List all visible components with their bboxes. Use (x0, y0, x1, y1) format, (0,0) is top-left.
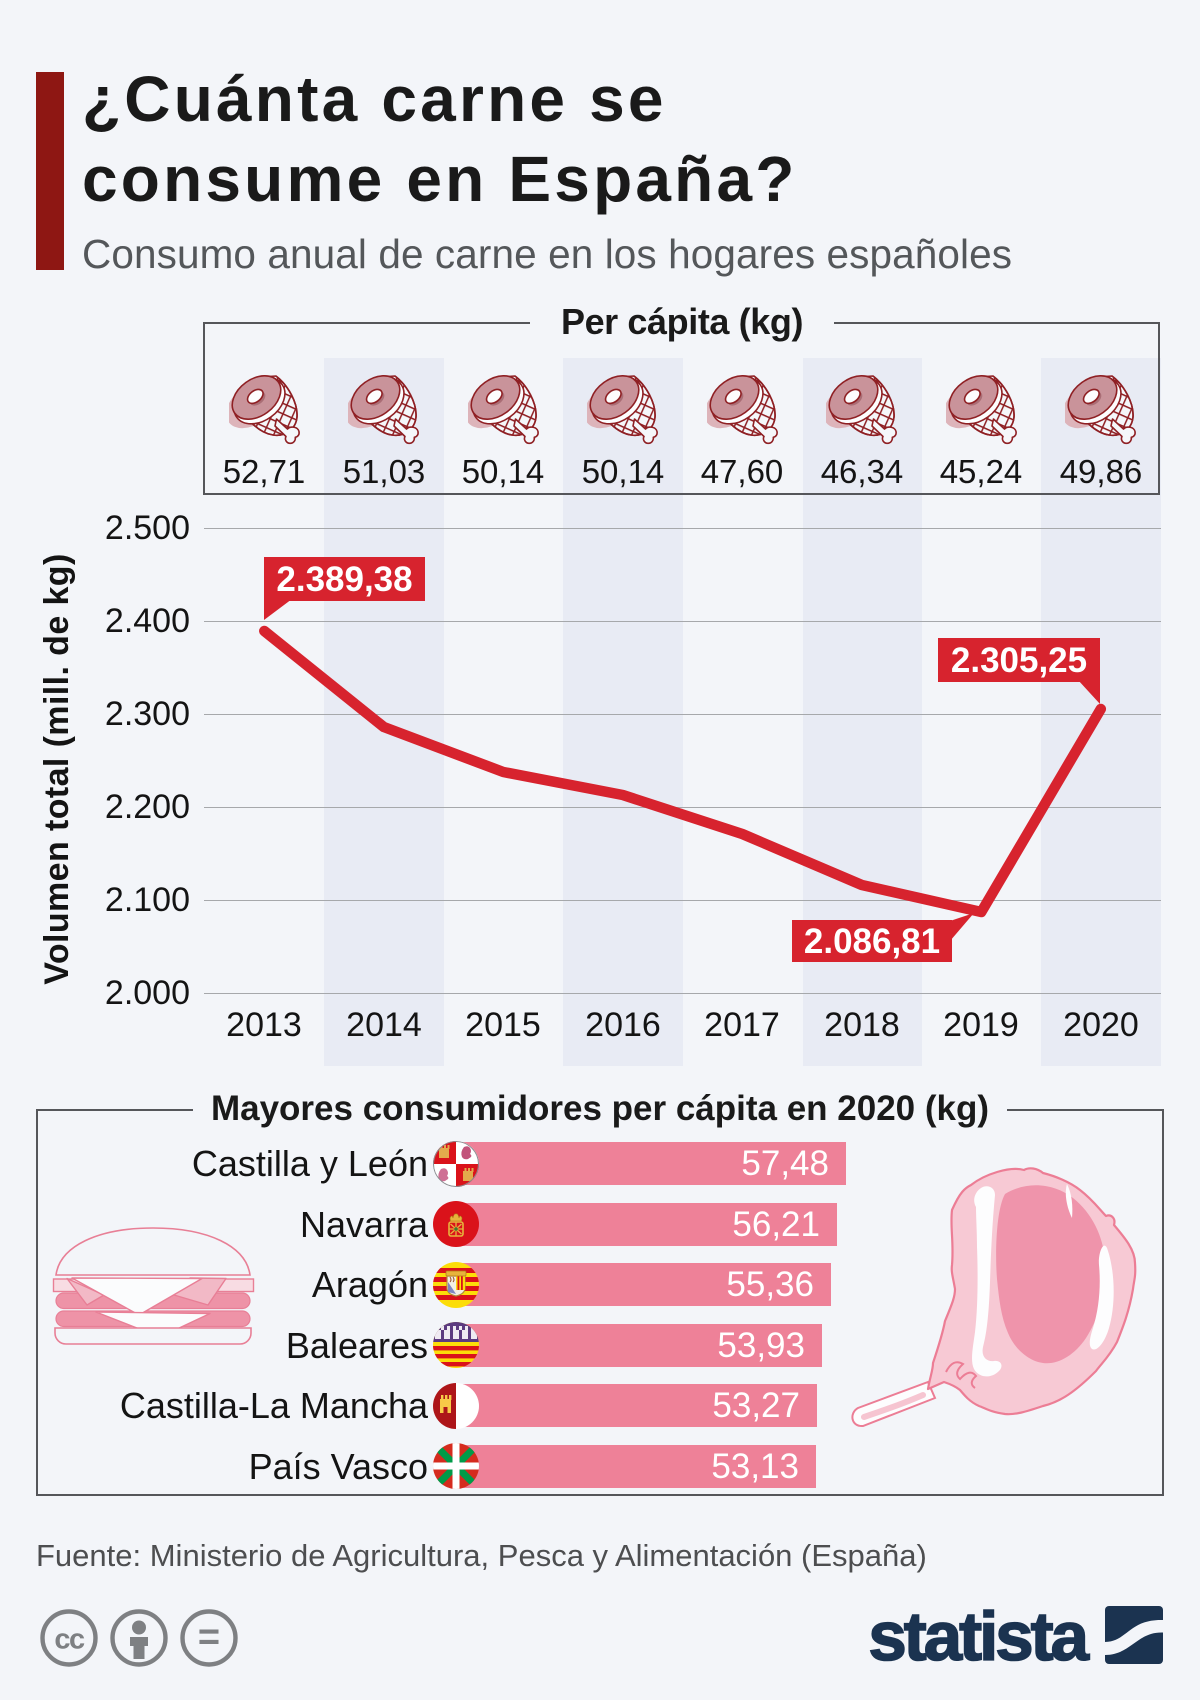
svg-text:cc: cc (54, 1624, 85, 1656)
svg-text:=: = (198, 1617, 220, 1659)
